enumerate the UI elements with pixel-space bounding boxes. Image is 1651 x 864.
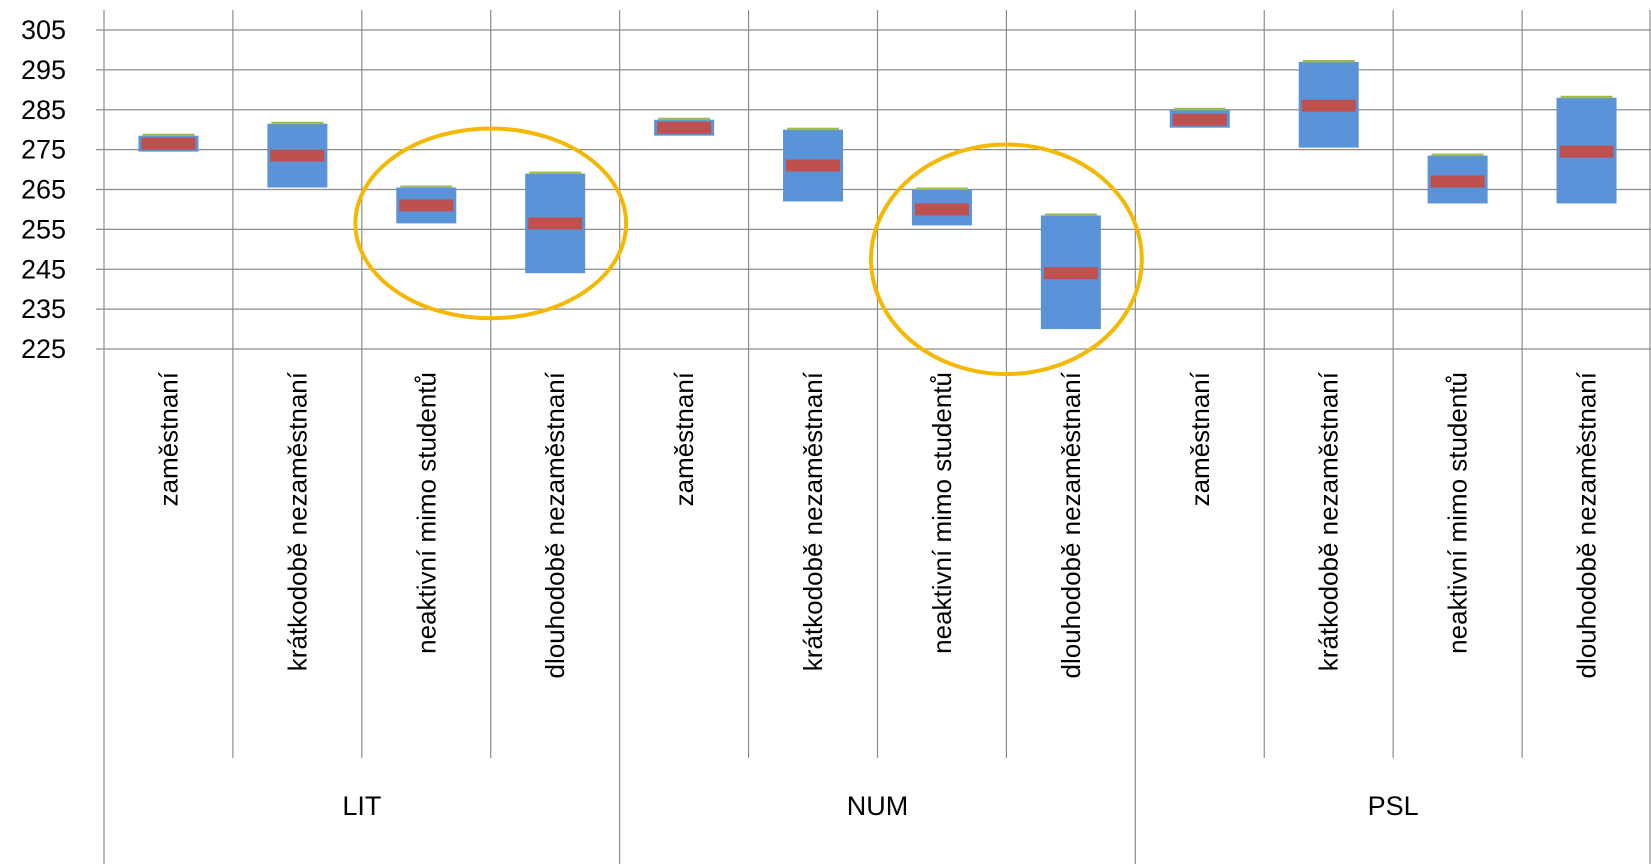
gridlines — [96, 10, 1651, 864]
highlight-ellipses — [353, 126, 1144, 377]
category-label: krátkodobě nezaměstnaní — [798, 371, 828, 671]
category-label: zaměstnaní — [1185, 371, 1215, 506]
high-marker — [529, 171, 582, 175]
mean-marker — [786, 159, 841, 172]
high-marker — [1302, 59, 1355, 63]
group-label: NUM — [847, 791, 909, 821]
mean-marker — [1172, 113, 1227, 126]
category-label: dlouhodobě nezaměstnaní — [1056, 371, 1086, 678]
data-marks — [138, 59, 1617, 330]
group-label: PSL — [1368, 791, 1419, 821]
high-marker — [1431, 153, 1484, 157]
mean-marker — [1301, 99, 1356, 112]
group-label: LIT — [342, 791, 381, 821]
category-label: dlouhodobě nezaměstnaní — [540, 371, 570, 678]
category-label: zaměstnaní — [669, 371, 699, 506]
highlight-ellipse — [869, 142, 1144, 377]
mean-marker — [914, 203, 969, 216]
y-axis-ticks: 225 235 245 255 265 275 285 295 305 — [21, 15, 66, 364]
mean-marker — [657, 121, 712, 134]
group-labels: LIT NUM PSL — [342, 791, 1418, 821]
high-marker — [787, 127, 840, 131]
mean-marker — [1043, 267, 1098, 280]
category-label: dlouhodobě nezaměstnaní — [1572, 371, 1602, 678]
category-label: krátkodobě nezaměstnaní — [282, 371, 312, 671]
high-marker — [1044, 213, 1097, 216]
high-marker — [1560, 95, 1613, 99]
mean-marker — [270, 149, 325, 162]
category-label: neaktivní mimo studentů — [411, 372, 441, 654]
y-tick-label: 275 — [21, 135, 66, 165]
high-marker — [1173, 107, 1226, 111]
y-tick-label: 295 — [21, 55, 66, 85]
y-tick-label: 255 — [21, 214, 66, 244]
y-tick-label: 265 — [21, 175, 66, 205]
high-marker — [271, 121, 324, 125]
y-tick-label: 305 — [21, 15, 66, 45]
mean-marker — [399, 199, 454, 212]
mean-marker — [1430, 175, 1485, 188]
mean-marker — [1559, 145, 1614, 158]
highlight-ellipse — [353, 126, 629, 321]
high-marker — [142, 133, 195, 137]
mean-marker — [141, 137, 196, 150]
high-marker — [658, 117, 711, 121]
category-labels: zaměstnaní krátkodobě nezaměstnaní neaktiv… — [153, 371, 1601, 678]
high-marker — [915, 187, 968, 190]
category-label: neaktivní mimo studentů — [1443, 372, 1473, 654]
category-label: krátkodobě nezaměstnaní — [1314, 371, 1344, 671]
y-tick-label: 225 — [21, 334, 66, 364]
y-tick-label: 285 — [21, 95, 66, 125]
mean-marker — [528, 217, 583, 230]
category-label: zaměstnaní — [153, 371, 183, 506]
high-marker — [400, 185, 453, 189]
category-label: neaktivní mimo studentů — [927, 372, 957, 654]
y-tick-label: 245 — [21, 254, 66, 284]
y-tick-label: 235 — [21, 294, 66, 324]
